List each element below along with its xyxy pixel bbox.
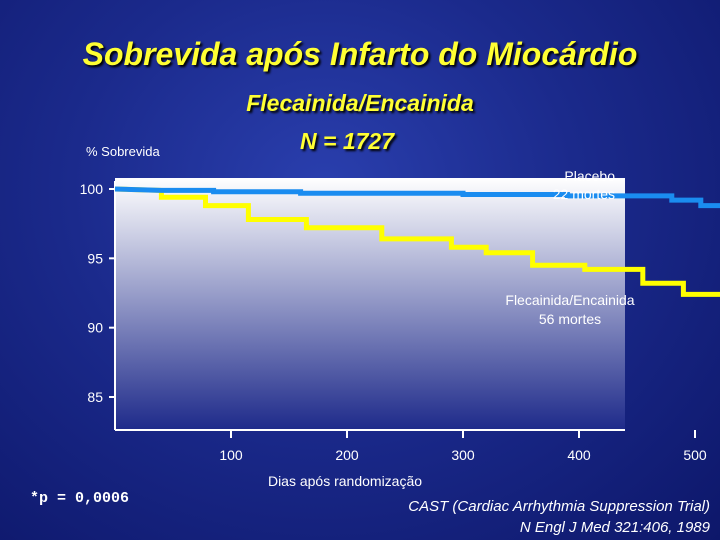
- chart-subtitle: Flecainida/Encainida: [246, 90, 474, 116]
- citation-line-2: N Engl J Med 321:406, 1989: [519, 519, 710, 536]
- x-tick-label: 100: [219, 447, 243, 463]
- y-tick-label: 85: [87, 389, 103, 405]
- placebo-annotation-line-2: 22 mortes: [553, 186, 615, 202]
- citation: CAST (Cardiac Arrhythmia Suppression Tri…: [408, 496, 710, 538]
- x-tick-label: 200: [335, 447, 359, 463]
- series-line-placebo: [114, 186, 720, 209]
- chart-title: Sobrevida após Infarto do Miocárdio: [82, 36, 638, 72]
- placebo-annotation-line-1: Placebo: [564, 168, 615, 184]
- plot-area: [115, 178, 625, 430]
- flecainida-annotation-line-2: 56 mortes: [539, 311, 601, 327]
- y-tick-label: 100: [80, 181, 104, 197]
- series-line-flecainida: [114, 186, 720, 297]
- x-axis-label: Dias após randomização: [268, 473, 422, 489]
- sample-size-label: N = 1727: [300, 128, 394, 154]
- x-tick-label: 300: [451, 447, 475, 463]
- p-value-note: *p = 0,0006: [30, 490, 130, 507]
- y-tick-label: 90: [87, 320, 103, 336]
- flecainida-annotation-line-1: Flecainida/Encainida: [505, 292, 634, 308]
- citation-line-1: CAST (Cardiac Arrhythmia Suppression Tri…: [408, 498, 710, 515]
- x-tick-label: 500: [683, 447, 707, 463]
- y-tick-label: 95: [87, 250, 103, 266]
- y-axis-label: % Sobrevida: [86, 144, 160, 159]
- x-tick-label: 400: [567, 447, 591, 463]
